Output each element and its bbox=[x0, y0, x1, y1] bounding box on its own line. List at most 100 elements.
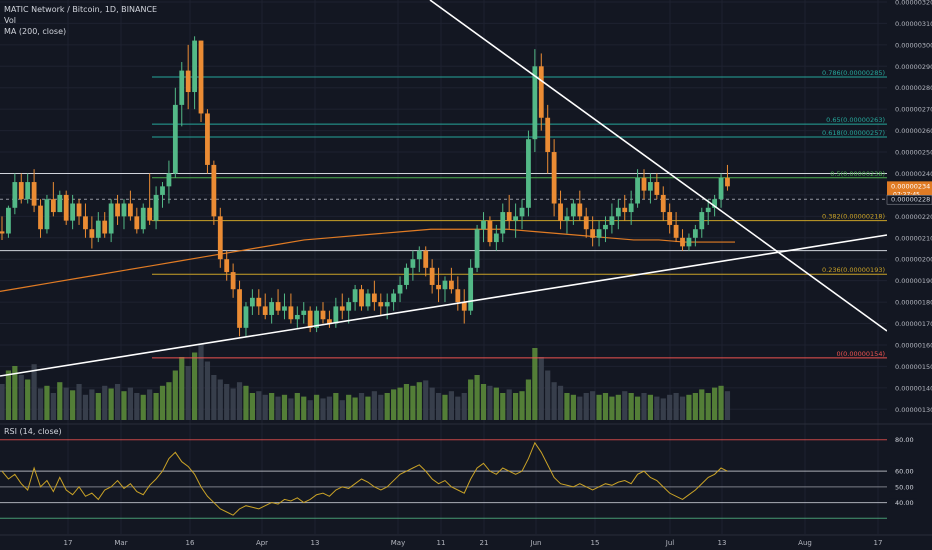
price-tick-label: 0.00000270 bbox=[895, 106, 932, 114]
price-axis-bg bbox=[887, 0, 932, 550]
volume-bar bbox=[114, 384, 121, 420]
candle-body bbox=[391, 293, 397, 303]
last-price-countdown: 07:27:45 bbox=[893, 191, 920, 198]
candle-body bbox=[622, 207, 628, 213]
volume-bar bbox=[12, 366, 18, 420]
volume-bar bbox=[134, 393, 140, 420]
candle-body bbox=[121, 203, 127, 217]
candle-body bbox=[249, 297, 255, 307]
candle-body bbox=[31, 182, 37, 206]
price-tick-label: 0.00000280 bbox=[895, 84, 932, 92]
volume-bar bbox=[352, 397, 358, 420]
fib-level-label: 0.786(0.00000285) bbox=[822, 69, 885, 77]
volume-bar bbox=[519, 391, 525, 420]
candle-body bbox=[680, 237, 685, 247]
last-price-label: 0.00000234 bbox=[891, 182, 930, 190]
ma-200-line bbox=[0, 228, 735, 292]
volume-bar bbox=[551, 382, 557, 420]
volume-bar bbox=[320, 398, 326, 420]
volume-bar bbox=[628, 393, 634, 420]
candle-body bbox=[673, 224, 679, 238]
candle-body bbox=[76, 203, 82, 217]
candle-body bbox=[282, 306, 287, 311]
candle-body bbox=[70, 203, 76, 221]
volume-bar bbox=[557, 385, 564, 420]
volume-bar bbox=[679, 396, 686, 420]
time-tick-label: Jun bbox=[530, 539, 542, 547]
candle-body bbox=[166, 173, 172, 187]
volume-bar bbox=[198, 343, 204, 420]
volume-bar bbox=[577, 396, 583, 420]
candle-body bbox=[551, 152, 557, 204]
price-tick-label: 0.00000260 bbox=[895, 127, 932, 135]
candle-body bbox=[583, 216, 589, 230]
candle-body bbox=[359, 289, 364, 307]
volume-bar bbox=[179, 357, 185, 420]
candle-body bbox=[63, 194, 69, 221]
rsi-tick-bg bbox=[889, 482, 917, 492]
price-tick-label: 0.00000130 bbox=[895, 406, 932, 414]
price-tick-label: 0.00000290 bbox=[895, 63, 932, 71]
candle-body bbox=[378, 302, 384, 307]
rsi-tick-bg bbox=[889, 498, 917, 508]
rsi-tick-label: 40.00 bbox=[895, 499, 914, 507]
volume-bar bbox=[378, 394, 384, 420]
candle-body bbox=[134, 216, 140, 230]
volume-bar bbox=[602, 393, 609, 420]
volume-bar bbox=[37, 388, 44, 420]
candle-body bbox=[38, 205, 43, 230]
volume-bar bbox=[140, 394, 146, 420]
volume-bar bbox=[269, 393, 275, 420]
volume-bar bbox=[95, 393, 101, 420]
volume-bar bbox=[236, 382, 243, 420]
price-tick-label: 0.00000210 bbox=[895, 234, 932, 242]
candle-body bbox=[705, 207, 711, 213]
candle-body bbox=[211, 164, 217, 217]
price-tick-label: 0.00000190 bbox=[895, 277, 932, 285]
candle-body bbox=[198, 40, 204, 114]
volume-bar bbox=[525, 379, 532, 420]
candle-body bbox=[288, 306, 294, 320]
time-tick-label: Mar bbox=[114, 539, 127, 547]
volume-bar bbox=[609, 396, 615, 420]
volume-bar bbox=[346, 394, 352, 420]
volume-bar bbox=[448, 391, 454, 420]
candle-body bbox=[538, 66, 544, 118]
volume-bar bbox=[423, 380, 429, 420]
candle-body bbox=[526, 139, 531, 208]
candle-body bbox=[205, 113, 210, 165]
candle-body bbox=[346, 302, 352, 311]
volume-bar bbox=[416, 382, 422, 420]
candle-body bbox=[449, 280, 454, 290]
volume-bar bbox=[506, 389, 512, 420]
candle-body bbox=[179, 70, 185, 105]
price-tick-label: 0.00000150 bbox=[895, 363, 932, 371]
candle-body bbox=[294, 314, 300, 320]
fib-level-label: 0(0.00000154) bbox=[837, 350, 886, 358]
candle-body bbox=[699, 212, 705, 230]
candle-body bbox=[648, 182, 653, 191]
candle-body bbox=[474, 229, 480, 268]
candle-body bbox=[192, 40, 197, 93]
candle-body bbox=[185, 70, 191, 93]
price-tick-label: 0.00000250 bbox=[895, 149, 932, 157]
volume-bar bbox=[391, 389, 397, 420]
price-tick-label: 0.00000200 bbox=[895, 256, 932, 264]
volume-bar bbox=[724, 391, 731, 420]
candle-body bbox=[686, 237, 692, 247]
volume-bar bbox=[545, 370, 551, 420]
candle-body bbox=[50, 199, 56, 213]
volume-bar bbox=[493, 387, 499, 420]
candle-body bbox=[410, 259, 416, 268]
volume-bar bbox=[31, 364, 37, 420]
volume-bar bbox=[25, 379, 31, 420]
price-tick-label: 0.00000320 bbox=[895, 0, 932, 7]
volume-bar bbox=[538, 357, 544, 420]
candle-body bbox=[506, 212, 512, 221]
volume-bar bbox=[564, 393, 570, 420]
volume-bar bbox=[570, 394, 576, 420]
symbol-title: MATIC Network / Bitcoin, 1D, BINANCE bbox=[4, 5, 158, 14]
time-tick-label: 16 bbox=[186, 539, 195, 547]
volume-bar bbox=[76, 384, 82, 420]
